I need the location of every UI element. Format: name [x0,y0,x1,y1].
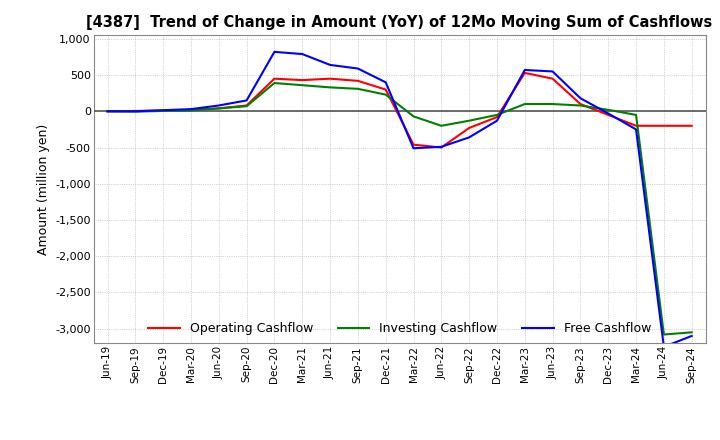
Free Cashflow [688,334,696,339]
Free Cashflow [492,118,501,123]
Operating Cashflow [215,106,223,111]
Free Cashflow [437,144,446,150]
Free Cashflow [631,127,640,132]
Free Cashflow [660,344,668,349]
Operating Cashflow [660,123,668,128]
Investing Cashflow [549,101,557,106]
Free Cashflow [549,69,557,74]
Investing Cashflow [492,112,501,117]
Investing Cashflow [354,86,362,92]
Free Cashflow [576,95,585,101]
Y-axis label: Amount (million yen): Amount (million yen) [37,124,50,255]
Investing Cashflow [688,330,696,335]
Operating Cashflow [604,112,613,117]
Operating Cashflow [298,77,307,83]
Operating Cashflow [382,87,390,92]
Operating Cashflow [103,109,112,114]
Investing Cashflow [242,103,251,109]
Free Cashflow [604,111,613,116]
Investing Cashflow [631,112,640,117]
Free Cashflow [382,80,390,85]
Free Cashflow [103,109,112,114]
Operating Cashflow [631,123,640,128]
Investing Cashflow [437,123,446,128]
Investing Cashflow [382,92,390,97]
Free Cashflow [242,98,251,103]
Investing Cashflow [103,109,112,114]
Free Cashflow [186,106,195,112]
Investing Cashflow [131,109,140,114]
Free Cashflow [159,107,168,113]
Free Cashflow [270,49,279,55]
Operating Cashflow [409,142,418,147]
Operating Cashflow [242,103,251,108]
Investing Cashflow [215,106,223,111]
Operating Cashflow [325,76,334,81]
Free Cashflow [465,135,474,140]
Investing Cashflow [604,107,613,113]
Operating Cashflow [159,108,168,113]
Free Cashflow [521,67,529,73]
Investing Cashflow [660,332,668,337]
Operating Cashflow [354,78,362,84]
Investing Cashflow [186,108,195,113]
Operating Cashflow [688,123,696,128]
Operating Cashflow [549,76,557,81]
Investing Cashflow [325,85,334,90]
Investing Cashflow [409,114,418,119]
Free Cashflow [131,109,140,114]
Free Cashflow [409,146,418,151]
Investing Cashflow [298,83,307,88]
Title: [4387]  Trend of Change in Amount (YoY) of 12Mo Moving Sum of Cashflows: [4387] Trend of Change in Amount (YoY) o… [86,15,713,30]
Free Cashflow [354,66,362,71]
Operating Cashflow [521,70,529,76]
Investing Cashflow [270,81,279,86]
Investing Cashflow [521,101,529,106]
Investing Cashflow [159,108,168,114]
Operating Cashflow [576,101,585,106]
Line: Operating Cashflow: Operating Cashflow [107,73,692,147]
Free Cashflow [325,62,334,68]
Legend: Operating Cashflow, Investing Cashflow, Free Cashflow: Operating Cashflow, Investing Cashflow, … [143,317,656,340]
Operating Cashflow [270,76,279,81]
Operating Cashflow [186,107,195,113]
Investing Cashflow [465,118,474,123]
Operating Cashflow [492,114,501,120]
Operating Cashflow [131,108,140,114]
Line: Investing Cashflow: Investing Cashflow [107,83,692,334]
Line: Free Cashflow: Free Cashflow [107,52,692,347]
Free Cashflow [298,51,307,57]
Investing Cashflow [576,103,585,108]
Operating Cashflow [437,145,446,150]
Free Cashflow [215,103,223,108]
Operating Cashflow [465,125,474,131]
